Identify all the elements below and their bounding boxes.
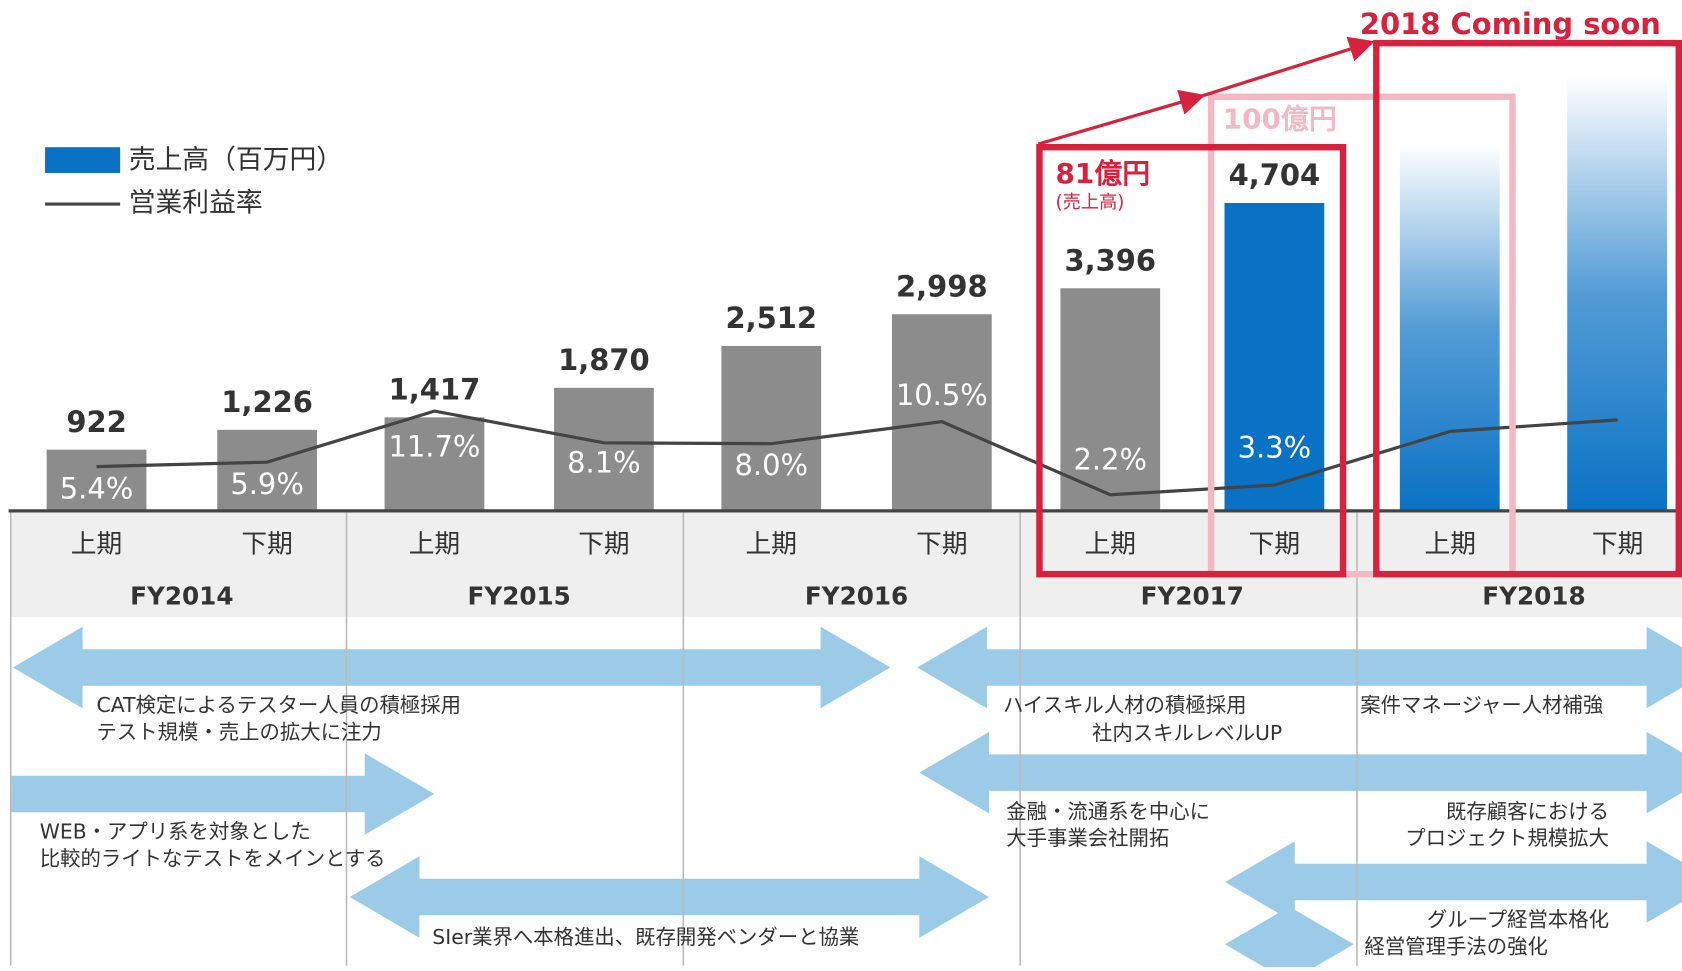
margin-label: 5.4% [60,471,134,505]
legend-label: 売上高（百万円） [129,145,343,176]
initiative-text: ハイスキル人材の積極採用 [1003,693,1246,717]
initiative-text: 社内スキルレベルUP [1092,721,1282,745]
arrows [10,626,1682,971]
x-tick-label: 下期 [916,530,967,560]
initiative-text: 経営管理手法の強化 [1364,934,1547,958]
x-tick-label: 下期 [1249,530,1300,560]
initiative-arrow [1225,903,1354,971]
initiative-arrow [12,626,891,709]
initiative-arrow [919,731,1682,814]
group-label: FY2015 [468,582,571,611]
x-tick-label: 上期 [1085,530,1136,560]
group-label: FY2014 [130,582,233,611]
initiative-text: SIer業界へ本格進出、既存開発ベンダーと協業 [432,925,859,949]
bar-value-label: 1,417 [389,373,481,407]
margin-label: 3.3% [1238,431,1312,465]
initiative-text: プロジェクト規模拡大 [1405,826,1609,850]
bar [721,345,822,510]
margin-label: 5.9% [230,467,304,501]
initiative-arrow [1225,841,1682,923]
fy2017-box [1036,143,1347,578]
initiative-text: 金融・流通系を中心に [1006,799,1210,823]
target-box [1207,93,1516,578]
plot: 922 1,226 1,417 1,870 2,512 2,998 3,396 4,704 5.… [46,158,1618,510]
target-label: 100億円 [1223,102,1337,135]
legend-label: 営業利益率 [129,188,263,219]
legend-swatch [45,147,121,173]
bar [217,429,317,510]
bar-value-label: 1,870 [558,343,650,377]
group-label: FY2018 [1482,582,1585,611]
initiative-text: 既存顧客における [1446,799,1609,823]
bar-value-label: 1,226 [221,385,313,419]
initiative-text: 案件マネージャー人材補強 [1360,693,1603,717]
fy2017-label: 81億円 [1056,157,1151,190]
coming-soon: 2018 Coming soon [1360,7,1661,41]
x-tick-label: 下期 [578,530,629,560]
initiative-text: テスト規模・売上の拡大に注力 [97,720,382,744]
bar [891,314,992,510]
initiative-arrow [10,753,435,835]
initiative-arrow [349,856,990,938]
x-tick-label: 上期 [746,530,797,560]
bar-value-label: 2,998 [896,270,988,304]
margin-label: 8.1% [567,446,641,480]
bar-value-label: 3,396 [1064,244,1156,278]
margin-label: 11.7% [388,430,480,464]
initiative-text: WEB・アプリ系を対象とした [40,820,311,844]
initiative-arrow [917,626,1682,709]
initiative-text: 比較的ライトなテストをメインとする [40,846,386,870]
future-bar [1399,145,1500,510]
bar [554,387,654,510]
bar-value-label: 4,704 [1229,158,1321,192]
bar [1060,288,1161,510]
growth-arrow [1198,36,1375,99]
x-tick-label: 上期 [409,530,460,560]
margin-label: 10.5% [896,378,988,412]
x-tick-label: 下期 [1592,530,1643,560]
bar-value-label: 2,512 [725,301,817,335]
initiative-text: CAT検定によるテスター人員の積極採用 [97,693,461,717]
margin-label: 2.2% [1073,443,1147,477]
axis-band [10,511,1682,618]
separators [9,511,1358,966]
group-label: FY2017 [1141,582,1244,611]
initiative-text: グループ経営本格化 [1427,908,1609,932]
margin-label: 8.0% [734,448,808,482]
future-bar [1567,75,1667,510]
bar [384,417,485,510]
x-tick-label: 下期 [241,530,292,560]
fy2018-box [1373,39,1682,578]
growth-arrow [1037,89,1206,146]
initiative-text: 大手事業会社開拓 [1006,826,1169,850]
x-tick-label: 上期 [71,530,122,560]
margin-line [96,409,1618,497]
bar [1224,202,1325,510]
bar-value-label: 922 [66,405,126,439]
group-label: FY2016 [805,582,908,611]
fy2017-sub: (売上高) [1056,192,1125,213]
x-tick-label: 上期 [1425,530,1476,560]
bar [46,449,147,510]
